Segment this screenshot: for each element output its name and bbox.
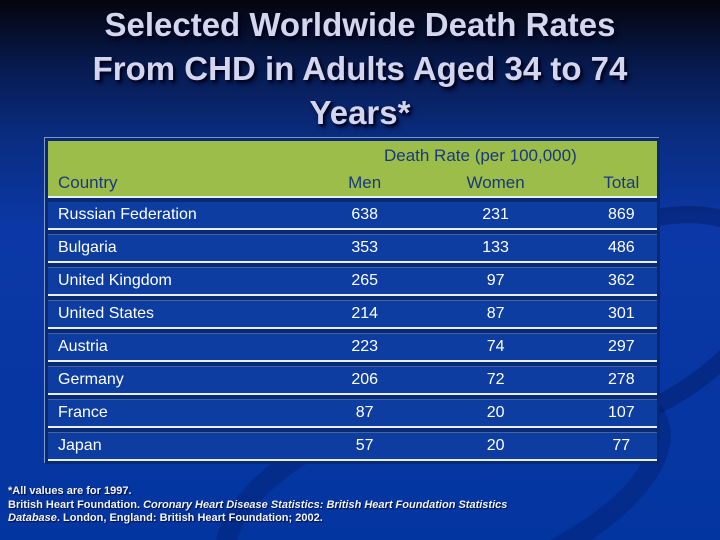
footnote-line-1: *All values are for 1997. xyxy=(8,485,132,497)
footnote-citation-text: . London, England: British Heart Foundat… xyxy=(56,512,323,524)
cell-women: 87 xyxy=(486,305,505,322)
table-row: Bulgaria 353 133 486 xyxy=(48,235,657,261)
table-row: United States 214 87 301 xyxy=(48,301,657,327)
cell-women: 97 xyxy=(486,272,505,289)
cell-country: Japan xyxy=(58,437,102,454)
table-row: Austria 223 74 297 xyxy=(48,334,657,360)
table-row: Germany 206 72 278 xyxy=(48,367,657,393)
cell-country: France xyxy=(58,404,108,421)
cell-country: United States xyxy=(58,305,155,322)
column-header-men: Men xyxy=(348,172,382,192)
cell-men: 638 xyxy=(351,206,379,223)
cell-women: 133 xyxy=(482,239,509,256)
cell-total: 301 xyxy=(607,305,635,322)
table-header: Death Rate (per 100,000) Country Men Wom… xyxy=(48,141,657,198)
cell-country: United Kingdom xyxy=(58,272,172,289)
cell-country: Germany xyxy=(58,371,124,388)
cell-women: 74 xyxy=(486,338,505,355)
table-row: United Kingdom 265 97 362 xyxy=(48,268,657,294)
column-header-row: Country Men Women Total xyxy=(48,169,657,196)
cell-men: 353 xyxy=(351,239,379,256)
table-row: Japan 57 20 77 xyxy=(48,433,657,459)
cell-men: 57 xyxy=(355,437,374,454)
footnote-line-3: Database. London, England: British Heart… xyxy=(8,512,688,526)
cell-total: 297 xyxy=(607,338,635,355)
cell-men: 206 xyxy=(351,371,379,388)
cell-total: 77 xyxy=(612,437,631,454)
footnote: *All values are for 1997. British Heart … xyxy=(8,485,688,526)
row-divider xyxy=(48,261,657,268)
row-divider xyxy=(48,426,657,433)
row-divider xyxy=(48,294,657,301)
cell-total: 278 xyxy=(607,371,635,388)
column-header-country: Country xyxy=(58,172,118,192)
cell-total: 869 xyxy=(607,206,635,223)
footnote-citation-text: British Heart Foundation. xyxy=(8,498,144,511)
cell-women: 20 xyxy=(486,437,505,454)
cell-total: 107 xyxy=(607,404,635,421)
title-line-3: Years* xyxy=(309,94,411,131)
cell-men: 223 xyxy=(351,338,379,355)
row-divider xyxy=(48,360,657,367)
row-divider xyxy=(48,228,657,235)
table-row: France 87 20 107 xyxy=(48,400,657,426)
cell-country: Bulgaria xyxy=(58,239,117,256)
column-header-women: Women xyxy=(466,172,525,192)
table-body: Russian Federation 638 231 869 Bulgaria 353 13… xyxy=(48,198,657,461)
cell-country: Austria xyxy=(58,338,108,355)
cell-men: 214 xyxy=(351,305,379,322)
cell-women: 20 xyxy=(486,404,505,421)
title-line-1: Selected Worldwide Death Rates xyxy=(104,6,616,43)
footnote-line-2: British Heart Foundation. Coronary Heart… xyxy=(8,499,688,513)
cell-total: 486 xyxy=(607,239,635,256)
cell-men: 265 xyxy=(351,272,379,289)
cell-women: 72 xyxy=(486,371,505,388)
group-header-row: Death Rate (per 100,000) xyxy=(48,141,657,169)
cell-men: 87 xyxy=(355,404,374,421)
row-divider xyxy=(48,327,657,334)
group-header-label: Death Rate (per 100,000) xyxy=(383,146,577,165)
cell-total: 362 xyxy=(607,272,635,289)
column-header-total: Total xyxy=(603,172,640,192)
slide-title: Selected Worldwide Death Rates From CHD … xyxy=(0,0,720,135)
cell-country: Russian Federation xyxy=(58,206,197,223)
table-row: Russian Federation 638 231 869 xyxy=(48,202,657,228)
death-rate-table: Death Rate (per 100,000) Country Men Wom… xyxy=(45,138,660,464)
footnote-citation-title: Coronary Heart Disease Statistics: Briti… xyxy=(143,498,508,511)
footnote-citation-title: Database xyxy=(8,512,57,524)
row-divider xyxy=(48,393,657,400)
title-line-2: From CHD in Adults Aged 34 to 74 xyxy=(92,50,628,87)
cell-women: 231 xyxy=(482,206,509,223)
